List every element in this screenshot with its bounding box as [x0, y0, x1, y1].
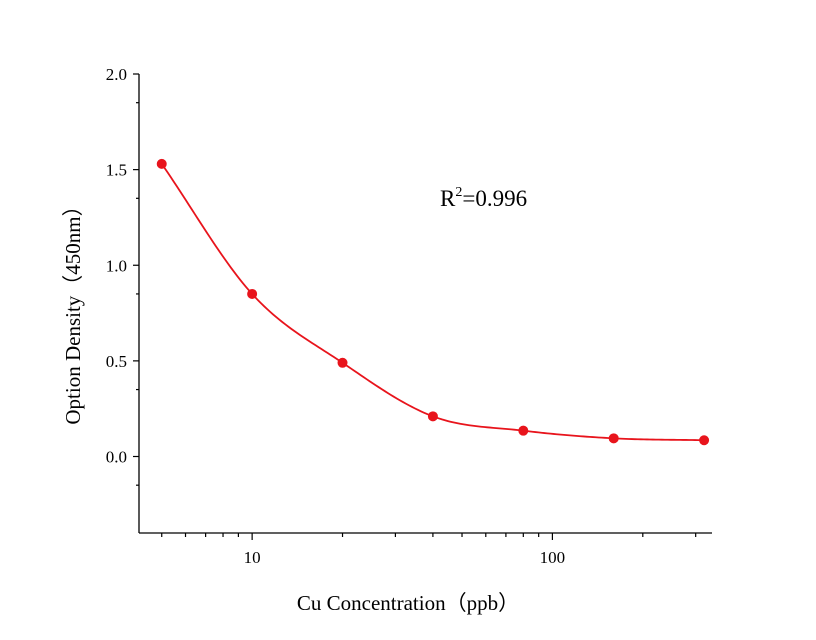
y-ticks: 0.0 0.5 1.0 1.5 2.0	[106, 65, 139, 486]
axes	[138, 74, 712, 534]
r-squared-value: =0.996	[462, 186, 527, 211]
y-tick-label: 0.5	[106, 352, 127, 371]
y-tick-label: 0.0	[106, 448, 127, 467]
data-point	[699, 435, 710, 446]
fit-curve	[160, 163, 705, 442]
y-axis-title: Option Density（450nm）	[61, 195, 85, 424]
data-point	[518, 425, 529, 436]
y-tick-label: 1.0	[106, 256, 127, 275]
data-point	[247, 288, 258, 299]
x-axis-title: Cu Concentration（ppb）	[297, 591, 519, 615]
fit-layer	[160, 163, 705, 442]
y-tick-label: 2.0	[106, 65, 127, 84]
data-point	[337, 357, 348, 368]
data-point	[156, 158, 167, 169]
data-point	[608, 433, 619, 444]
x-tick-label: 100	[540, 548, 566, 567]
r-squared-sup: 2	[455, 185, 462, 200]
r-squared-base: R	[440, 186, 456, 211]
x-tick-label: 10	[244, 548, 261, 567]
x-ticks: 10 100	[161, 533, 697, 567]
y-tick-label: 1.5	[106, 161, 127, 180]
data-point	[427, 411, 438, 422]
r-squared-annotation: R2=0.996	[440, 185, 527, 211]
points-layer	[156, 158, 710, 446]
